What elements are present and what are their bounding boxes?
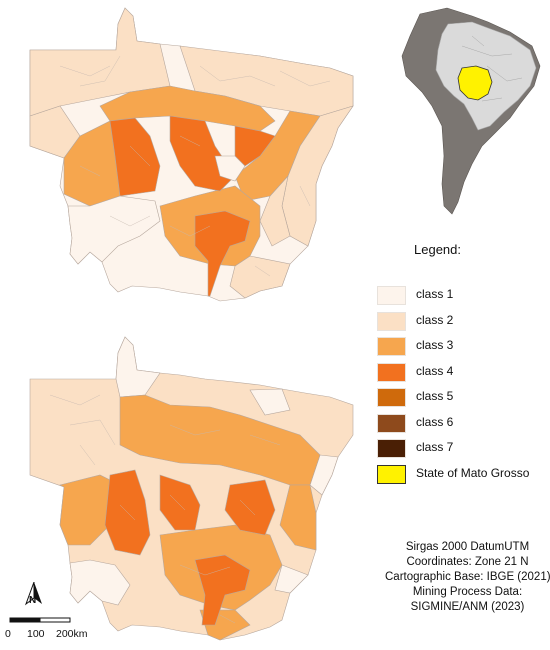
legend-label: class 4 xyxy=(416,363,454,378)
legend-swatch xyxy=(377,337,406,356)
class1-zone-center xyxy=(214,155,246,182)
legend-label: State of Mato Grosso xyxy=(416,465,530,480)
legend-swatch xyxy=(377,464,406,484)
legend-label: class 1 xyxy=(416,287,454,301)
legend-label: class 2 xyxy=(416,312,454,327)
scale-tick-100: 100 xyxy=(27,628,45,640)
mining-map-top xyxy=(29,7,354,302)
class1-zone-northeast xyxy=(249,388,291,416)
scale-tick-0: 0 xyxy=(5,628,11,640)
legend-title: Legend: xyxy=(414,242,461,257)
scale-bar xyxy=(9,617,71,623)
legend-label: class 5 xyxy=(416,389,454,403)
coordinates-text: Coordinates: Zone 21 N xyxy=(406,556,529,568)
mining-data-text: Mining Process Data: xyxy=(412,586,523,598)
datum-text: Sirgas 2000 DatumUTM xyxy=(405,541,530,553)
class4-zone-west xyxy=(109,117,161,197)
cartographic-base-text: Cartographic Base: IBGE (2021) xyxy=(385,571,550,583)
scale-tick-200km: 200km xyxy=(56,628,88,640)
legend-label: class 6 xyxy=(416,414,454,429)
legend-swatch xyxy=(377,388,406,407)
class4-zone-center xyxy=(159,474,201,531)
class1-zone-southwest xyxy=(69,559,131,606)
class4-zone-south xyxy=(194,210,251,297)
legend-swatch xyxy=(377,286,406,305)
class4-zone-east xyxy=(224,479,276,536)
legend-swatch xyxy=(377,439,406,458)
mato-grosso-highlight xyxy=(457,65,493,101)
north-arrow-icon xyxy=(24,582,42,606)
class4-zone-center xyxy=(169,115,236,192)
legend-swatch xyxy=(377,311,406,331)
legend-label: class 7 xyxy=(416,440,454,454)
class2-zone-south xyxy=(229,255,291,299)
north-label: N xyxy=(29,595,37,606)
mining-map-bottom xyxy=(29,336,354,641)
legend-swatch xyxy=(377,362,406,382)
legend-label: class 3 xyxy=(416,338,454,352)
class3-zone-east xyxy=(279,484,317,551)
mining-source-text: SIGMINE/ANM (2023) xyxy=(410,601,525,613)
class4-zone-south xyxy=(194,554,251,626)
map-metadata: Sirgas 2000 DatumUTM Coordinates: Zone 2… xyxy=(385,540,550,615)
class1-zone-southeast xyxy=(274,564,309,594)
class3-zone-west xyxy=(59,474,121,546)
legend-swatch xyxy=(377,413,406,433)
south-america-inset-map xyxy=(401,7,541,215)
class1-zone-southwest xyxy=(67,195,161,265)
class3-zone-north xyxy=(119,394,321,486)
class3-zone-north xyxy=(99,85,276,132)
